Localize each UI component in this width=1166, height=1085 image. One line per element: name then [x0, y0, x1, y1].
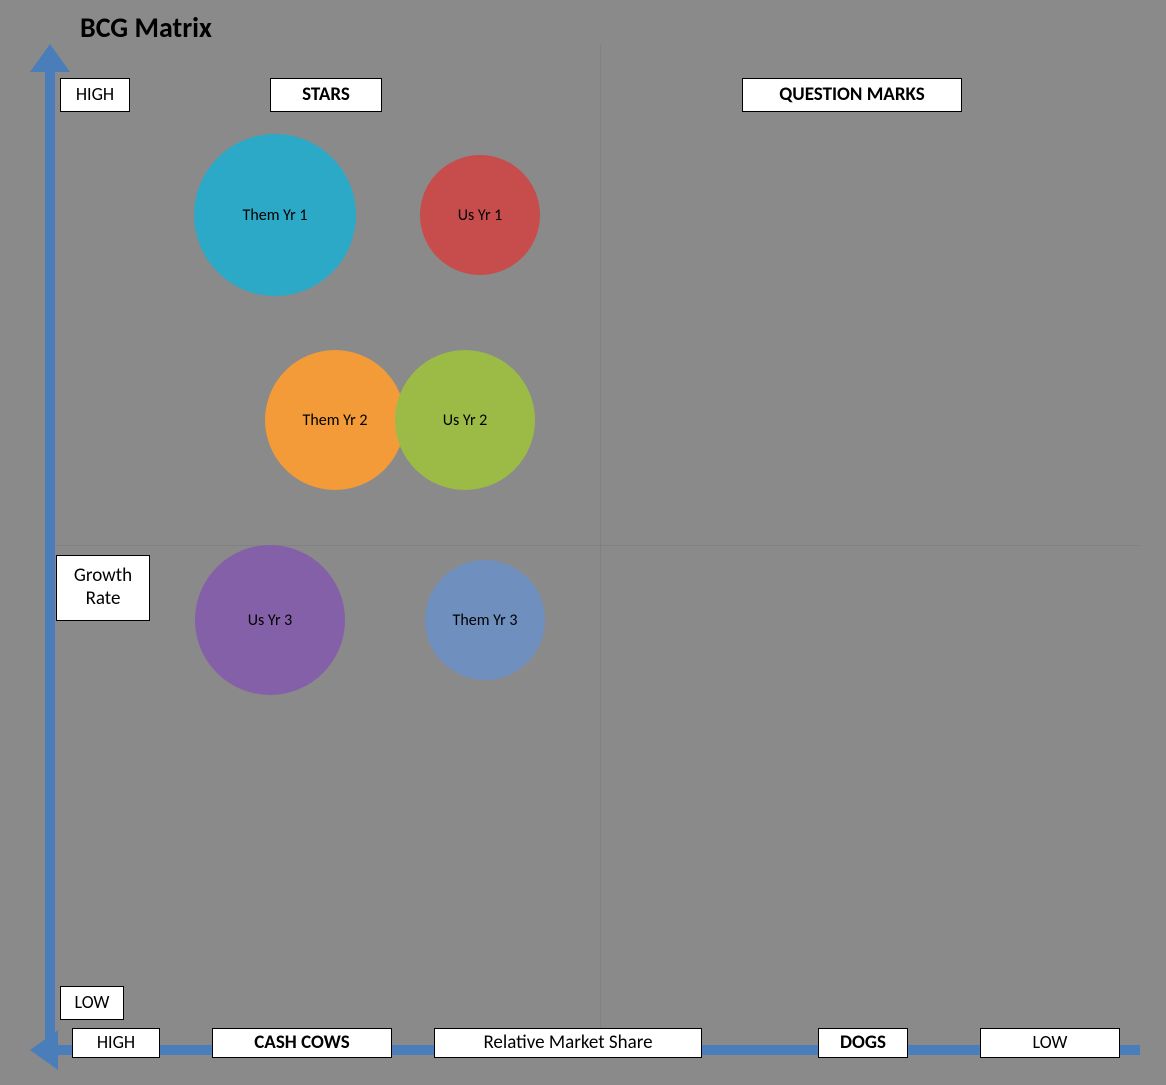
bcg-matrix-chart: BCG Matrix Them Yr 1Us Yr 1Them Yr 2Us Y…	[0, 0, 1166, 1085]
y-axis-low-label: LOW	[60, 986, 124, 1020]
bubble-label: Them Yr 3	[453, 611, 518, 630]
bubble-us-yr1: Us Yr 1	[420, 155, 540, 275]
quadrant-question-marks-label: QUESTION MARKS	[742, 78, 962, 112]
quadrant-dogs-label: DOGS	[818, 1028, 908, 1058]
x-axis-high-label: HIGH	[72, 1028, 160, 1058]
bubble-them-yr1: Them Yr 1	[194, 134, 356, 296]
bubble-us-yr2: Us Yr 2	[395, 350, 535, 490]
quadrant-cash-cows-label: CASH COWS	[212, 1028, 392, 1058]
bubble-label: Us Yr 3	[248, 611, 293, 630]
bubble-label: Them Yr 1	[243, 206, 308, 225]
bubble-label: Them Yr 2	[303, 411, 368, 430]
axes	[0, 0, 1166, 1085]
quadrant-stars-label: STARS	[270, 78, 382, 112]
y-axis-high-label: HIGH	[60, 78, 130, 112]
bubble-label: Us Yr 2	[443, 411, 488, 430]
bubble-them-yr3: Them Yr 3	[425, 560, 545, 680]
bubble-them-yr2: Them Yr 2	[265, 350, 405, 490]
x-axis-low-label: LOW	[980, 1028, 1120, 1058]
x-axis-title: Relative Market Share	[434, 1028, 702, 1058]
y-axis-title: Growth Rate	[56, 555, 150, 621]
bubble-us-yr3: Us Yr 3	[195, 545, 345, 695]
bubble-label: Us Yr 1	[458, 206, 503, 225]
